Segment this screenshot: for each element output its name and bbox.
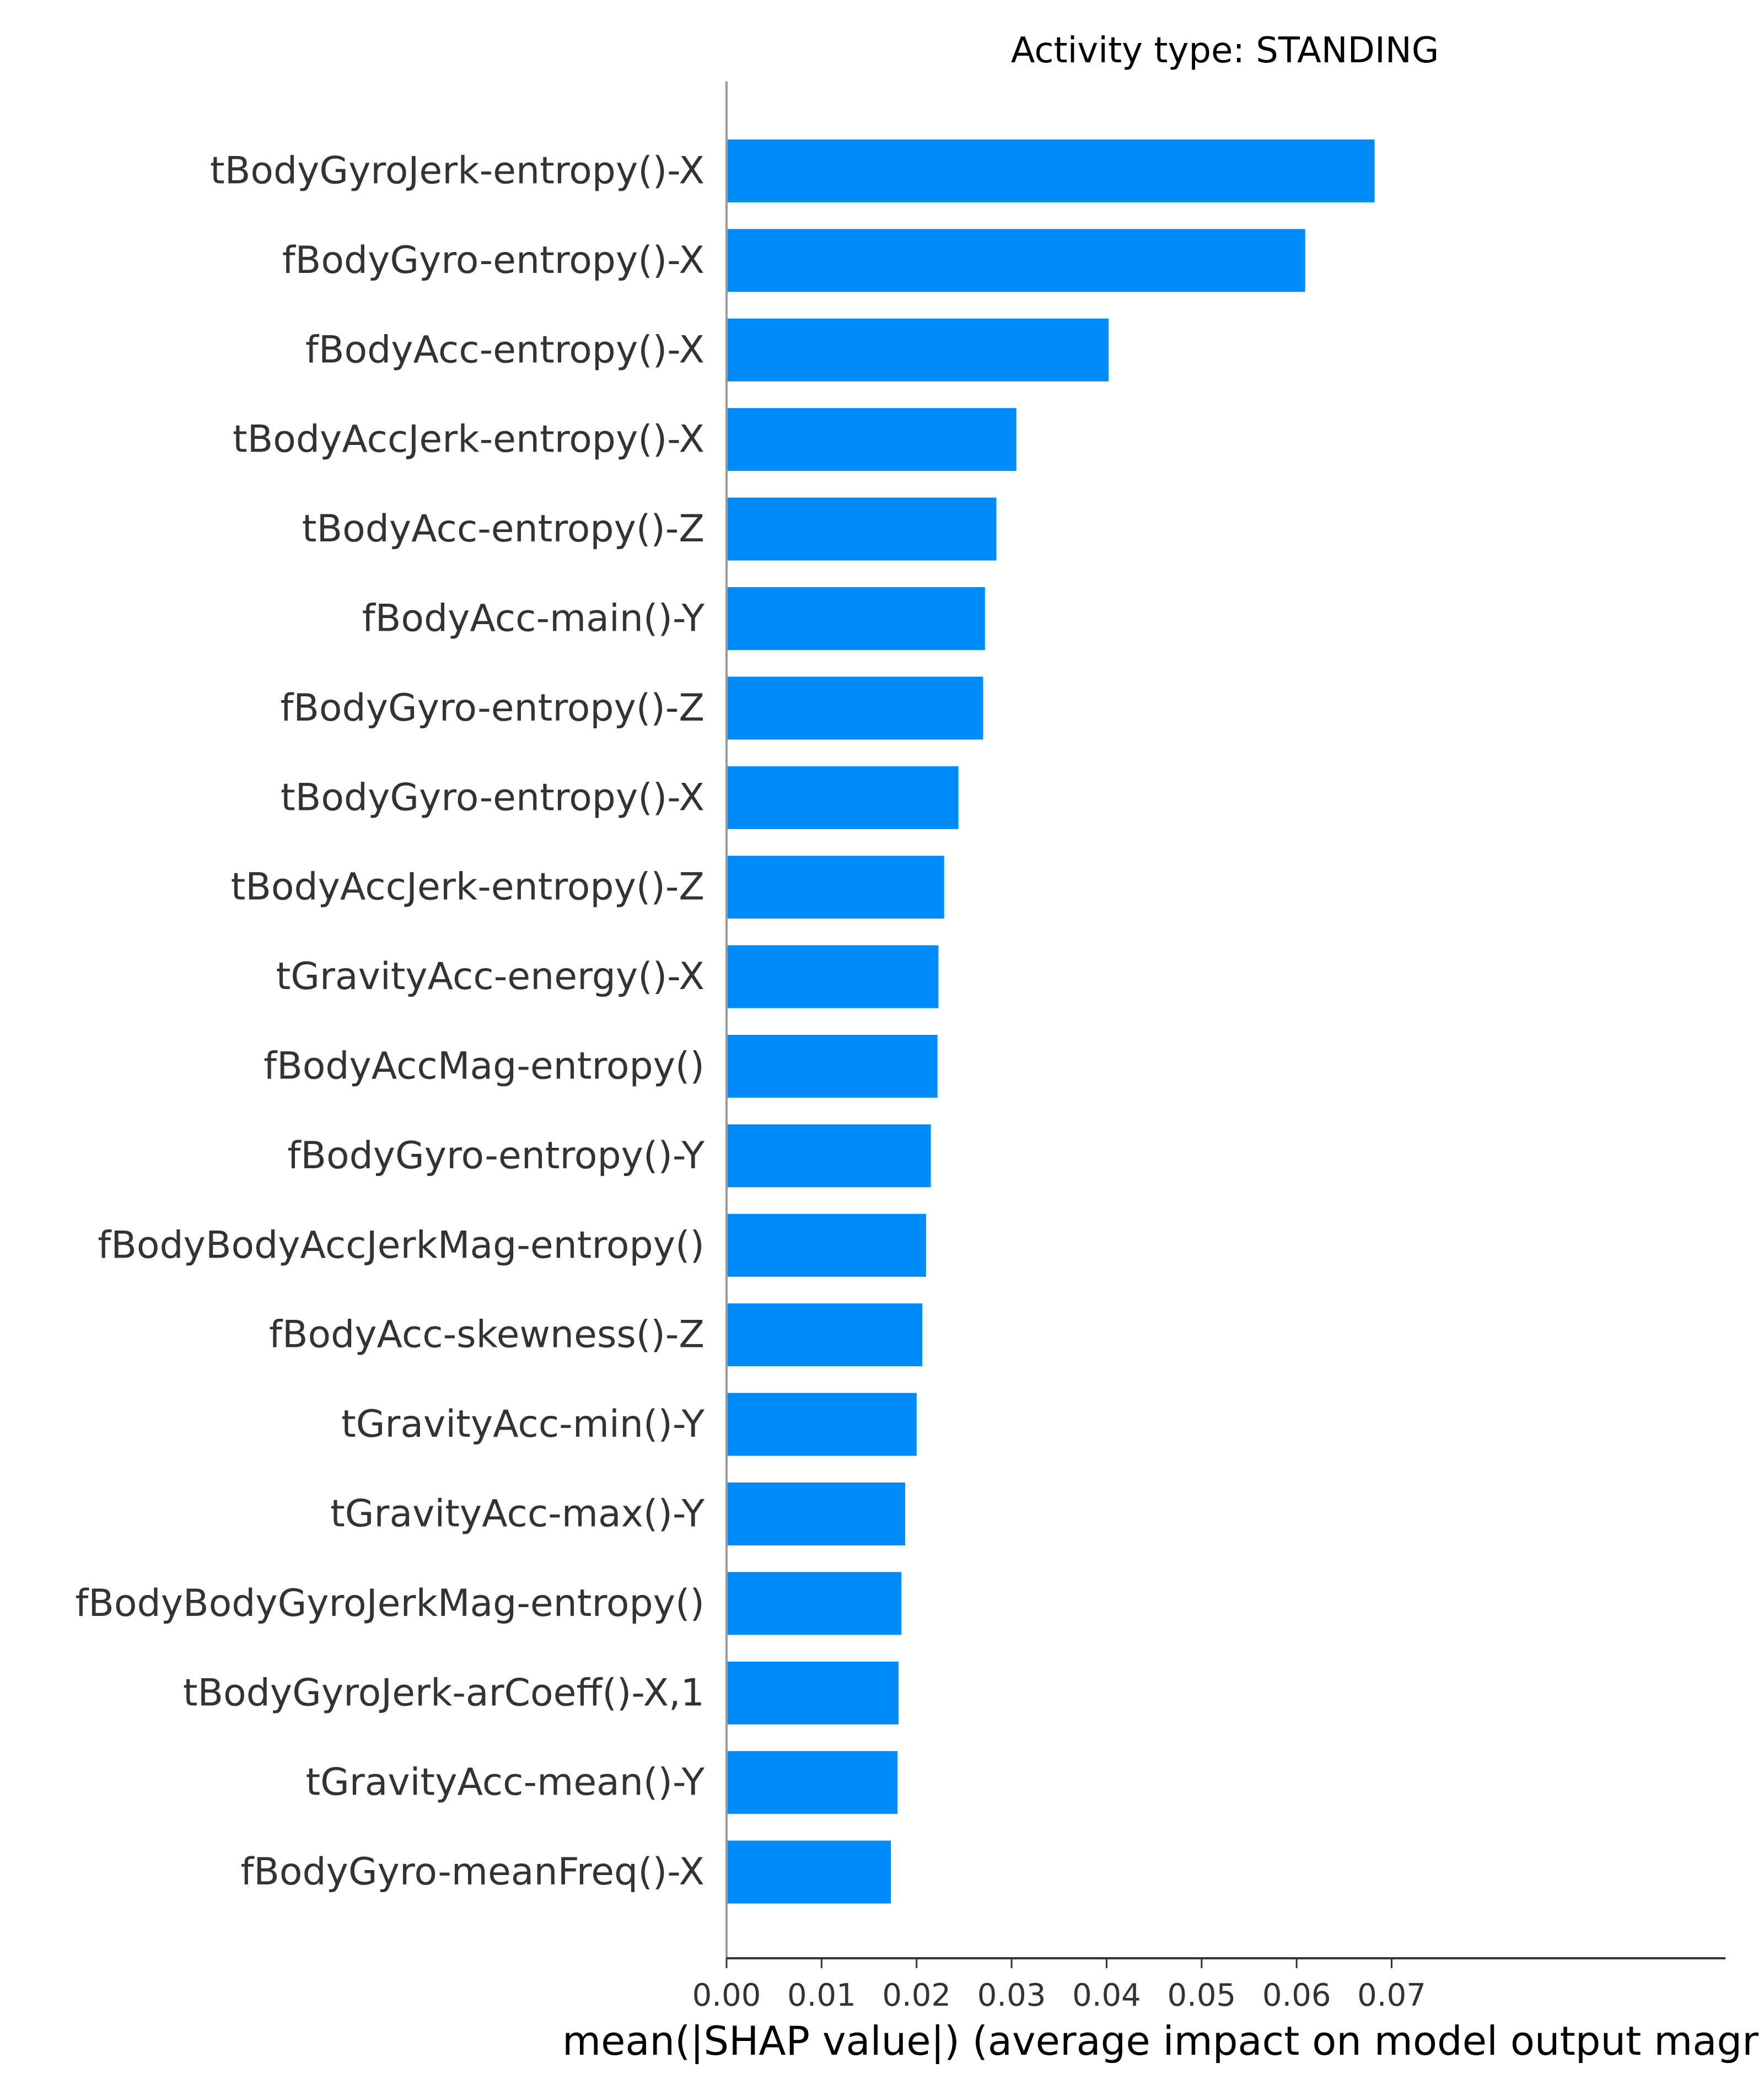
bar bbox=[727, 1393, 917, 1456]
bar bbox=[727, 497, 997, 561]
bar bbox=[727, 1751, 898, 1814]
bar bbox=[727, 318, 1109, 382]
category-label: fBodyAcc-main()-Y bbox=[362, 597, 705, 641]
x-axis-label: mean(|SHAP value|) (average impact on mo… bbox=[562, 2018, 1758, 2065]
category-label: tGravityAcc-min()-Y bbox=[341, 1403, 704, 1446]
bar bbox=[727, 1035, 938, 1098]
category-label: fBodyAccMag-entropy() bbox=[263, 1045, 704, 1088]
bar bbox=[727, 139, 1375, 202]
x-axis-ticks: 0.00 0.01 0.02 0.03 0.04 0.05 0.06 0.07 bbox=[692, 1958, 1426, 2013]
category-label: tBodyAccJerk-entropy()-Z bbox=[231, 866, 704, 909]
category-label: fBodyGyro-meanFreq()-X bbox=[240, 1850, 704, 1894]
bars-layer bbox=[727, 139, 1375, 1904]
category-label: tBodyAcc-entropy()-Z bbox=[302, 507, 704, 551]
bar bbox=[727, 676, 983, 740]
category-label: fBodyGyro-entropy()-Z bbox=[280, 686, 704, 730]
bar bbox=[727, 1661, 899, 1725]
bar bbox=[727, 1840, 891, 1904]
bar bbox=[727, 945, 939, 1008]
x-tick-label: 0.00 bbox=[692, 1978, 761, 2013]
bar bbox=[727, 1572, 902, 1635]
chart-title: Activity type: STANDING bbox=[1011, 30, 1439, 71]
category-label: tBodyGyroJerk-entropy()-X bbox=[210, 149, 704, 193]
bar bbox=[727, 766, 959, 829]
x-tick-label: 0.06 bbox=[1262, 1978, 1331, 2013]
bar bbox=[727, 408, 1017, 471]
bar bbox=[727, 1124, 931, 1188]
x-tick-label: 0.03 bbox=[977, 1978, 1046, 2013]
bar bbox=[727, 856, 944, 919]
category-label: fBodyGyro-entropy()-X bbox=[282, 239, 704, 282]
x-tick-label: 0.04 bbox=[1072, 1978, 1141, 2013]
x-tick-label: 0.02 bbox=[882, 1978, 951, 2013]
category-label: fBodyGyro-entropy()-Y bbox=[287, 1134, 704, 1178]
bar bbox=[727, 587, 985, 650]
bar bbox=[727, 229, 1305, 292]
bar bbox=[727, 1213, 926, 1277]
category-label: tGravityAcc-max()-Y bbox=[330, 1492, 704, 1536]
category-label: fBodyAcc-skewness()-Z bbox=[269, 1313, 704, 1357]
category-label: tBodyGyroJerk-arCoeff()-X,1 bbox=[183, 1671, 704, 1715]
x-tick-label: 0.05 bbox=[1167, 1978, 1236, 2013]
bar bbox=[727, 1482, 906, 1545]
x-tick-label: 0.07 bbox=[1357, 1978, 1426, 2013]
category-label: tGravityAcc-mean()-Y bbox=[305, 1761, 704, 1804]
category-label: fBodyBodyGyroJerkMag-entropy() bbox=[75, 1582, 704, 1625]
category-label: fBodyBodyAccJerkMag-entropy() bbox=[98, 1223, 704, 1267]
bar bbox=[727, 1303, 923, 1367]
category-label: fBodyAcc-entropy()-X bbox=[305, 328, 704, 372]
category-label: tBodyAccJerk-entropy()-X bbox=[233, 418, 704, 461]
category-labels: tBodyGyroJerk-entropy()-X fBodyGyro-entro… bbox=[75, 149, 704, 1894]
x-tick-label: 0.01 bbox=[787, 1978, 856, 2013]
category-label: tBodyGyro-entropy()-X bbox=[281, 776, 704, 819]
category-label: tGravityAcc-energy()-X bbox=[276, 955, 704, 998]
